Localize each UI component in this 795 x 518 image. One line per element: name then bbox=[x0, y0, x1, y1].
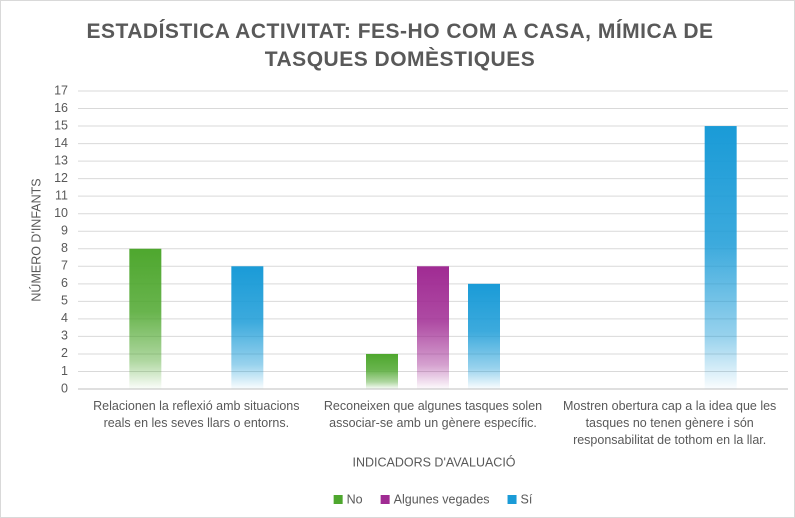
y-tick-label: 5 bbox=[61, 294, 68, 308]
chart-title: ESTADÍSTICA ACTIVITAT: FES-HO COM A CASA… bbox=[86, 20, 714, 71]
y-tick-label: 14 bbox=[54, 136, 68, 150]
bar bbox=[366, 353, 398, 389]
x-tick-label: Relacionen la reflexió amb situacions re… bbox=[93, 399, 300, 430]
bar bbox=[417, 266, 449, 389]
legend-label: No bbox=[347, 492, 363, 506]
bar bbox=[704, 126, 737, 389]
bar bbox=[129, 248, 162, 389]
legend-label: Sí bbox=[521, 492, 533, 506]
y-tick-label: 8 bbox=[61, 241, 68, 255]
x-tick-box: Reconeixen que algunes tasques solen ass… bbox=[323, 399, 543, 430]
y-tick-label: 17 bbox=[54, 83, 68, 97]
y-tick-label: 11 bbox=[55, 188, 68, 202]
bar bbox=[231, 266, 264, 389]
legend-marker bbox=[333, 495, 343, 504]
y-tick-label: 12 bbox=[54, 171, 68, 185]
y-tick-label: 10 bbox=[54, 206, 68, 220]
y-axis-label: NÚMERO D'INFANTS bbox=[28, 178, 43, 301]
y-tick-label: 4 bbox=[61, 311, 68, 325]
y-tick-label: 16 bbox=[54, 101, 68, 115]
y-tick-label: 6 bbox=[61, 276, 68, 290]
y-tick-label: 9 bbox=[61, 224, 68, 238]
y-tick-label: 0 bbox=[61, 381, 68, 395]
y-tick-label: 3 bbox=[61, 329, 68, 343]
legend-marker bbox=[507, 495, 517, 504]
y-tick-label: 1 bbox=[61, 364, 68, 378]
x-tick-label: Mostren obertura cap a la idea que les t… bbox=[562, 399, 777, 447]
y-tick-label: 13 bbox=[54, 153, 68, 167]
title-box: ESTADÍSTICA ACTIVITAT: FES-HO COM A CASA… bbox=[86, 20, 714, 71]
y-tick-label: 15 bbox=[54, 118, 68, 132]
legend-marker bbox=[380, 495, 390, 504]
x-tick-label: Reconeixen que algunes tasques solen ass… bbox=[323, 399, 543, 430]
x-axis-label: INDICADORS D'AVALUACIÓ bbox=[352, 454, 515, 469]
legend-label: Algunes vegades bbox=[394, 492, 490, 506]
y-tick-label: 7 bbox=[61, 259, 68, 273]
bar bbox=[468, 283, 500, 389]
x-tick-box: Relacionen la reflexió amb situacions re… bbox=[93, 399, 300, 430]
x-tick-box: Mostren obertura cap a la idea que les t… bbox=[562, 399, 777, 447]
y-tick-label: 2 bbox=[61, 346, 68, 360]
